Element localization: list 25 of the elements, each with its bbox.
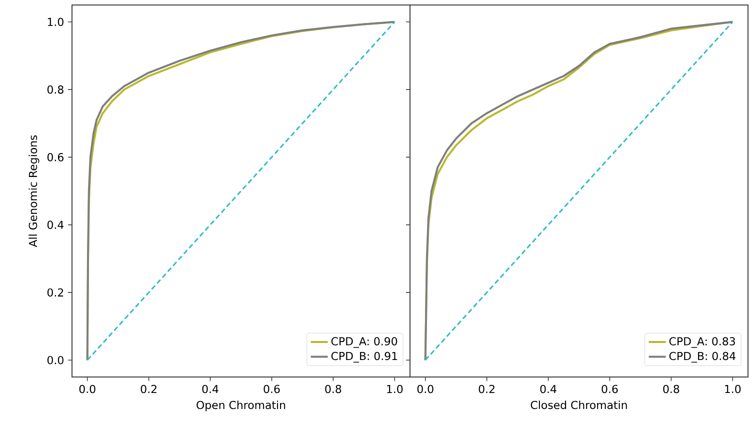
y-tick-label: 0.8: [47, 85, 64, 94]
x-axis-title: Open Chromatin: [196, 400, 286, 412]
legend-label: CPD_A: 0.90: [331, 337, 398, 348]
y-axis-title: All Genomic Regions: [28, 135, 40, 248]
x-tick-label: 0.4: [202, 384, 218, 394]
x-tick-label: 0.6: [602, 384, 618, 394]
y-tick-label: 0.0: [47, 356, 64, 364]
x-tick-label: 0.4: [540, 384, 556, 394]
y-tick-label: 0.4: [47, 220, 64, 229]
y-tick-label: 0.6: [47, 153, 64, 162]
legend-label: CPD_A: 0.83: [669, 337, 735, 348]
x-tick-label: 0.8: [325, 384, 342, 394]
x-tick-label: 0.2: [478, 384, 494, 394]
y-tick-label: 1.0: [48, 18, 64, 26]
x-tick-label: 0.0: [79, 384, 96, 394]
x-tick-label: 0.6: [264, 384, 280, 394]
y-tick-label: 0.2: [47, 288, 64, 297]
x-axis-title: Closed Chromatin: [530, 400, 627, 410]
x-tick-label: 0.8: [663, 384, 680, 394]
legend-label: CPD_B: 0.84: [669, 352, 736, 363]
x-tick-label: 1.0: [387, 384, 403, 394]
x-tick-label: 0.0: [417, 384, 434, 394]
x-tick-label: 0.2: [140, 384, 156, 394]
x-tick-label: 1.0: [725, 384, 741, 394]
legend-label: CPD_B: 0.91: [331, 352, 398, 363]
